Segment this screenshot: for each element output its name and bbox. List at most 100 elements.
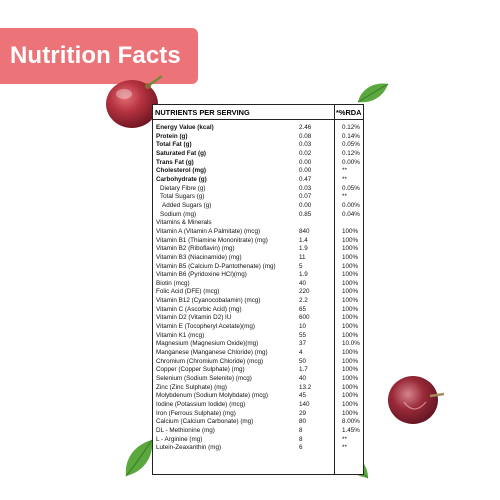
nutrient-name: Vitamin B1 (Thiamine Mononitrate) (mg) bbox=[156, 236, 268, 244]
nutrient-name: Zinc (Zinc Sulphate) (mg) bbox=[156, 383, 228, 391]
nutrient-rda: 100% bbox=[342, 383, 359, 391]
nutrient-name: Dietary Fibre (g) bbox=[160, 184, 206, 192]
header-nutrients: NUTRIENTS PER SERVING bbox=[155, 108, 250, 117]
nutrient-name: L - Arginine (mg) bbox=[156, 435, 203, 443]
table-row: Folic Acid (DFE) (mcg) 220 100% bbox=[153, 288, 363, 297]
table-row: Vitamins & Minerals bbox=[153, 219, 363, 228]
nutrient-rda: 100% bbox=[342, 305, 359, 313]
table-row: Carbohydrate (g) 0.47 ** bbox=[153, 176, 363, 185]
nutrient-value: 80 bbox=[299, 418, 307, 426]
page-title: Nutrition Facts bbox=[10, 42, 181, 69]
nutrient-value: 0.47 bbox=[299, 175, 312, 183]
nutrient-rda: 8.00% bbox=[342, 418, 360, 426]
nutrient-rda: 10.0% bbox=[342, 340, 360, 348]
nutrient-name: Vitamin B2 (Riboflavin) (mg) bbox=[156, 245, 235, 253]
table-row: Cholesterol (mg) 0.00 ** bbox=[153, 167, 363, 176]
table-row: Manganese (Manganese Chloride) (mg) 4 100% bbox=[153, 349, 363, 358]
nutrient-name: Vitamin D2 (Vitamin D2) IU bbox=[156, 314, 232, 322]
table-row: Vitamin K1 (mcg) 55 100% bbox=[153, 332, 363, 341]
nutrient-rda bbox=[334, 219, 363, 228]
table-row: Energy Value (kcal) 2.46 0.12% bbox=[153, 124, 363, 133]
nutrient-name: Saturated Fat (g) bbox=[156, 149, 207, 157]
nutrient-name: Energy Value (kcal) bbox=[156, 124, 214, 131]
table-row: Trans Fat (g) 0.00 0.00% bbox=[153, 159, 363, 168]
table-row: Iron (Ferrous Sulphate) (mg) 29 100% bbox=[153, 410, 363, 419]
nutrient-rda: 0.04% bbox=[342, 210, 360, 218]
nutrient-value: 220 bbox=[299, 288, 310, 296]
nutrient-value: 5 bbox=[299, 262, 303, 270]
nutrient-rda: 100% bbox=[342, 288, 359, 296]
nutrient-name: Copper (Copper Sulphate) (mg) bbox=[156, 366, 245, 374]
nutrient-name: Vitamin A (Vitamin A Palmitate) (mcg) bbox=[156, 227, 261, 235]
nutrient-rda: ** bbox=[342, 435, 347, 443]
nutrient-name: Lutein-Zeaxanthin (mg) bbox=[156, 444, 222, 452]
nutrient-rda: 100% bbox=[342, 331, 359, 339]
nutrient-name: Cholesterol (mg) bbox=[156, 167, 207, 175]
nutrient-name: Iodine (Potassium Iodide) (mcg) bbox=[156, 401, 246, 408]
nutrient-name: Manganese (Manganese Chloride) (mg) bbox=[156, 349, 268, 357]
nutrient-value: 4 bbox=[299, 349, 303, 357]
table-rows: Energy Value (kcal) 2.46 0.12% Protein (g) 0… bbox=[153, 124, 363, 453]
table-row: Copper (Copper Sulphate) (mg) 1.7 100% bbox=[153, 366, 363, 375]
nutrient-rda: 0.00% bbox=[342, 201, 360, 209]
nutrient-value: 140 bbox=[299, 401, 310, 408]
table-row: Dietary Fibre (g) 0.03 0.05% bbox=[153, 185, 363, 194]
table-row: Vitamin C (Ascorbic Acid) (mg) 65 100% bbox=[153, 306, 363, 315]
nutrient-value: 29 bbox=[299, 409, 307, 417]
table-row: Vitamin B1 (Thiamine Mononitrate) (mg) 1.… bbox=[153, 237, 363, 246]
table-row: Vitamin B6 (Pyridoxine HCl)(mg) 1.9 100% bbox=[153, 271, 363, 280]
nutrient-value: 0.08 bbox=[299, 132, 312, 140]
table-row: Total Sugars (g) 0.07 ** bbox=[153, 193, 363, 202]
nutrient-rda: 100% bbox=[342, 253, 359, 261]
nutrient-rda: ** bbox=[342, 175, 347, 183]
table-row: Magnesium (Magnesium Oxide)(mg) 37 10.0% bbox=[153, 340, 363, 349]
nutrient-name: Vitamin B5 (Calcium D-Pantothenate) (mg) bbox=[156, 262, 276, 270]
table-row: Biotin (mcg) 40 100% bbox=[153, 280, 363, 289]
nutrient-rda: 0.05% bbox=[342, 141, 360, 149]
grape-icon bbox=[106, 74, 163, 128]
nutrient-rda: 0.12% bbox=[342, 149, 360, 157]
nutrient-rda: 0.05% bbox=[342, 184, 360, 192]
table-row: Vitamin B2 (Riboflavin) (mg) 1.9 100% bbox=[153, 245, 363, 254]
nutrient-value: 2.2 bbox=[299, 297, 308, 305]
table-row: Iodine (Potassium Iodide) (mcg) 140 100% bbox=[153, 401, 363, 410]
nutrient-value: 0.85 bbox=[299, 210, 312, 218]
table-row: L - Arginine (mg) 8 ** bbox=[153, 436, 363, 445]
table-row: Chromium (Chromium Chloride) (mcg) 50 100% bbox=[153, 358, 363, 367]
table-row: Total Fat (g) 0.03 0.05% bbox=[153, 141, 363, 150]
nutrient-rda: 100% bbox=[342, 262, 359, 270]
nutrient-rda: 0.00% bbox=[342, 158, 360, 166]
nutrient-name: Biotin (mcg) bbox=[156, 279, 190, 287]
table-row: Lutein-Zeaxanthin (mg) 6 ** bbox=[153, 444, 363, 453]
table-body: Energy Value (kcal) 2.46 0.12% Protein (g) 0… bbox=[153, 104, 363, 474]
table-row: Zinc (Zinc Sulphate) (mg) 13.2 100% bbox=[153, 384, 363, 393]
nutrient-value: 0.00 bbox=[299, 201, 312, 209]
nutrient-rda: 100% bbox=[342, 297, 359, 305]
nutrient-name: Selenium (Sodium Selenite) (mcg) bbox=[156, 375, 252, 383]
nutrient-name: Added Sugars (g) bbox=[162, 201, 212, 209]
nutrient-name: DL - Methionine (mg) bbox=[156, 426, 215, 434]
table-row: Vitamin B3 (Niacinamide) (mg) 11 100% bbox=[153, 254, 363, 263]
nutrient-name: Molybdenum (Sodium Molybdate) (mcg) bbox=[156, 392, 268, 400]
table-row: Vitamin D2 (Vitamin D2) IU 600 100% bbox=[153, 314, 363, 323]
table-row: Sodium (mg) 0.85 0.04% bbox=[153, 211, 363, 220]
table-row: Vitamin B5 (Calcium D-Pantothenate) (mg)… bbox=[153, 263, 363, 272]
table-row: Vitamin A (Vitamin A Palmitate) (mcg) 840… bbox=[153, 228, 363, 237]
nutrient-name: Folic Acid (DFE) (mcg) bbox=[156, 288, 220, 296]
nutrient-rda: 100% bbox=[342, 409, 359, 417]
nutrient-value: 0.00 bbox=[299, 158, 312, 166]
nutrient-name: Vitamin K1 (mcg) bbox=[156, 331, 205, 339]
nutrient-name: Iron (Ferrous Sulphate) (mg) bbox=[156, 409, 236, 417]
nutrient-value: 45 bbox=[299, 392, 307, 400]
nutrient-rda: 100% bbox=[342, 357, 359, 365]
nutrient-value: 50 bbox=[299, 357, 307, 365]
nutrient-name: Chromium (Chromium Chloride) (mcg) bbox=[156, 357, 264, 365]
nutrient-rda: 100% bbox=[342, 271, 359, 279]
nutrient-name: Sodium (mg) bbox=[160, 210, 197, 218]
nutrient-value: 55 bbox=[299, 331, 307, 339]
nutrient-value: 0.03 bbox=[299, 141, 312, 149]
nutrient-rda: 100% bbox=[342, 279, 359, 287]
nutrient-value: 0.00 bbox=[299, 167, 312, 175]
nutrient-rda: 1.45% bbox=[342, 426, 360, 434]
nutrient-rda: 100% bbox=[342, 401, 359, 408]
